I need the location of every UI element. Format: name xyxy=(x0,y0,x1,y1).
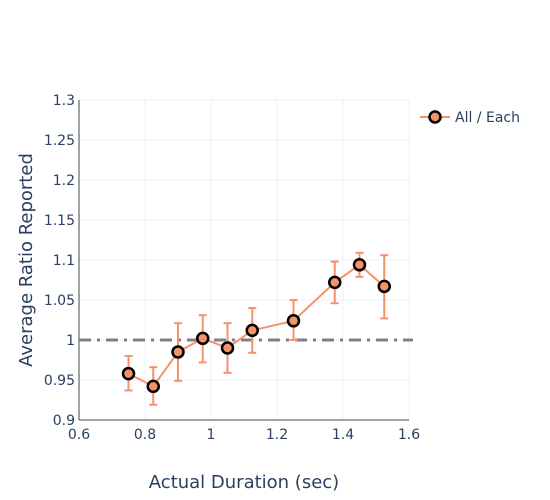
data-point[interactable] xyxy=(171,345,185,359)
legend[interactable]: All / Each xyxy=(420,110,520,126)
axis-layer xyxy=(78,100,409,421)
data-point[interactable] xyxy=(328,275,342,290)
x-tick-label: 0.8 xyxy=(134,427,156,443)
grid-layer xyxy=(79,99,410,420)
x-tick-label: 0.6 xyxy=(68,427,90,443)
y-axis-title: Average Ratio Reported xyxy=(16,153,37,367)
series-layer xyxy=(121,251,391,406)
y-tick-label: 1.15 xyxy=(44,213,75,229)
data-point[interactable] xyxy=(377,279,391,294)
y-tick-label: 0.9 xyxy=(53,413,75,429)
data-point[interactable] xyxy=(146,379,160,394)
legend-label: All / Each xyxy=(455,110,520,126)
y-tick-label: 1.1 xyxy=(53,253,75,269)
y-tick-label: 0.95 xyxy=(44,373,75,389)
data-point[interactable] xyxy=(121,366,136,381)
data-point[interactable] xyxy=(196,331,210,346)
y-tick-label: 1.2 xyxy=(53,173,75,189)
data-point[interactable] xyxy=(352,258,367,272)
y-tick-label: 1 xyxy=(66,333,75,349)
tick-label-layer: 0.9 0.95 1 1.05 1.1 1.15 1.2 1.25 1.3 0.6 0.8 1 1.2 1… xyxy=(44,93,420,443)
x-tick-label: 1.4 xyxy=(332,427,354,443)
data-point[interactable] xyxy=(286,314,301,328)
series-line xyxy=(128,263,385,388)
x-tick-label: 1 xyxy=(207,427,216,443)
x-tick-label: 1.2 xyxy=(266,427,288,443)
y-tick-label: 1.05 xyxy=(44,293,75,309)
data-point[interactable] xyxy=(220,341,235,355)
y-tick-label: 1.3 xyxy=(53,93,75,109)
x-tick-label: 1.6 xyxy=(398,427,420,443)
legend-marker-swatch xyxy=(428,110,442,124)
data-point[interactable] xyxy=(245,323,259,338)
x-axis-title: Actual Duration (sec) xyxy=(149,472,339,493)
y-tick-label: 1.25 xyxy=(44,133,75,149)
